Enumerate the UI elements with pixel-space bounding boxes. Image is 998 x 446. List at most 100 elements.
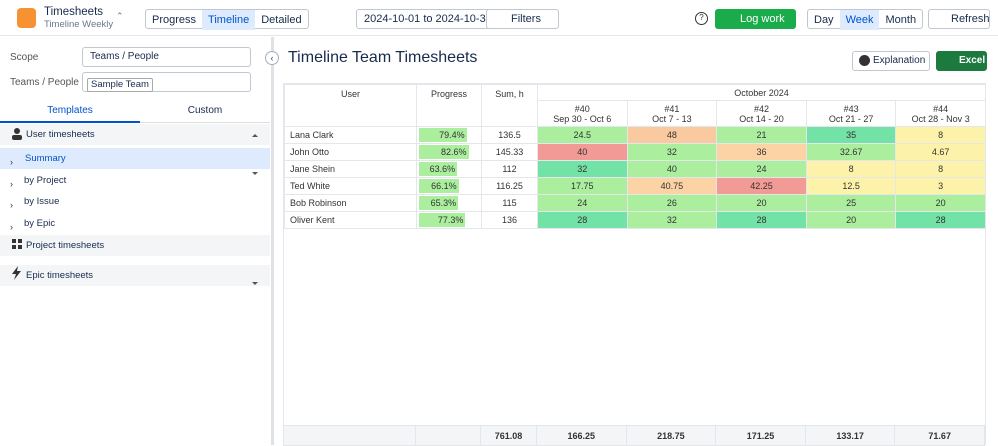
menu-item[interactable]: by Issue xyxy=(24,196,60,207)
group-header[interactable]: Project timesheets xyxy=(0,235,270,256)
menu-item[interactable]: Summary xyxy=(0,148,270,169)
period-tab[interactable]: Week xyxy=(839,10,880,30)
tab[interactable]: Custom xyxy=(140,99,270,123)
svg-text:›: › xyxy=(10,222,13,232)
week-number: #41 xyxy=(664,103,680,114)
progress-cell: 82.6% xyxy=(416,143,482,161)
sum-cell: 136.5 xyxy=(481,126,538,144)
group-header[interactable]: Epic timesheets xyxy=(0,265,270,286)
hours-cell: 40 xyxy=(626,160,718,178)
week-number: #44 xyxy=(933,103,949,114)
date-range[interactable]: 2024-10-01 to 2024-10-31 xyxy=(356,9,500,29)
explanation-button[interactable]: Explanation xyxy=(852,51,930,71)
user-cell: John Otto xyxy=(284,143,417,161)
view-tab[interactable]: Detailed xyxy=(261,14,302,26)
progress-label: 65.3% xyxy=(430,198,457,208)
app-subtitle: Timeline Weekly xyxy=(44,19,114,30)
teams-input[interactable]: Sample Team xyxy=(82,72,251,92)
hours-cell: 26 xyxy=(626,194,718,212)
progress-label: 79.4% xyxy=(439,130,465,140)
hours-cell: 32.67 xyxy=(805,143,897,161)
svg-text:›: › xyxy=(10,157,13,167)
total-empty xyxy=(415,425,481,446)
sidebar-icons: › › › › xyxy=(10,128,258,285)
hours-cell: 40 xyxy=(537,143,628,161)
period-tab[interactable]: Month xyxy=(885,14,917,26)
view-switch: Progress Timeline Detailed xyxy=(145,9,309,30)
month-header: October 2024 xyxy=(537,84,986,101)
progress-label: 77.3% xyxy=(437,215,464,225)
progress-bar: 82.6% xyxy=(419,145,469,159)
total-week: 218.75 xyxy=(625,425,717,446)
collapse-button[interactable]: ‹ xyxy=(265,51,279,65)
view-tab[interactable]: Progress xyxy=(152,14,197,26)
total-week: 133.17 xyxy=(804,425,896,446)
sum-cell: 116.25 xyxy=(481,177,538,195)
week-header: #43 Oct 21 - 27 xyxy=(805,100,897,127)
menu-item[interactable]: by Project xyxy=(24,175,67,186)
user-cell: Ted White xyxy=(284,177,417,195)
hours-cell: 3 xyxy=(895,177,986,195)
log-work-button[interactable]: Log work xyxy=(715,9,796,29)
progress-cell: 77.3% xyxy=(416,211,482,229)
data-row: Ted White 66.1% 116.25 17.75 40.75 42.25 12.5 3 xyxy=(284,177,986,195)
hours-cell: 24.5 xyxy=(537,126,628,144)
week-range: Oct 14 - 20 xyxy=(739,113,784,124)
total-empty xyxy=(283,425,416,446)
hours-cell: 32 xyxy=(626,211,718,229)
switch-caret[interactable]: ⌃ xyxy=(116,11,124,21)
hours-cell: 32 xyxy=(537,160,628,178)
scope-select[interactable]: Teams / People xyxy=(82,47,251,67)
data-row: Oliver Kent 77.3% 136 28 32 28 20 28 xyxy=(284,211,986,229)
table-wrap: User Progress Sum, h October 2024 #40 Sep 30 … xyxy=(283,83,986,446)
timesheet-table: User Progress Sum, h October 2024 #40 Sep 30 … xyxy=(284,84,986,229)
sidebar: Scope Teams / People Teams / People Samp… xyxy=(0,37,271,445)
hours-cell: 42.25 xyxy=(716,177,807,195)
period-tab[interactable]: Day xyxy=(814,14,834,26)
hours-cell: 21 xyxy=(716,126,807,144)
week-number: #40 xyxy=(574,103,590,114)
divider[interactable] xyxy=(271,37,274,445)
hours-cell: 28 xyxy=(716,211,807,229)
group-header[interactable]: User timesheets xyxy=(0,124,270,145)
column-header[interactable]: Progress xyxy=(416,84,482,127)
hours-cell: 28 xyxy=(895,211,986,229)
total-week: 166.25 xyxy=(536,425,627,446)
data-row: Jane Shein 63.6% 112 32 40 24 8 8 xyxy=(284,160,986,178)
team-tag[interactable]: Sample Team xyxy=(87,78,153,92)
sum-cell: 112 xyxy=(481,160,538,178)
data-row: Bob Robinson 65.3% 115 24 26 20 25 20 xyxy=(284,194,986,212)
hours-cell: 20 xyxy=(716,194,807,212)
hours-cell: 35 xyxy=(805,126,897,144)
progress-bar: 65.3% xyxy=(419,196,459,210)
sum-cell: 136 xyxy=(481,211,538,229)
explanation-icon xyxy=(859,55,870,66)
column-header: User xyxy=(284,84,417,127)
view-tab[interactable]: Timeline xyxy=(202,10,256,30)
totals-row: 761.08 166.25 218.75 171.25 133.17 71.67 xyxy=(283,425,985,446)
column-header: Sum, h xyxy=(481,84,538,127)
week-range: Sep 30 - Oct 6 xyxy=(553,113,612,124)
week-number: #42 xyxy=(753,103,769,114)
hours-cell: 48 xyxy=(626,126,718,144)
hours-cell: 12.5 xyxy=(805,177,897,195)
refresh-button[interactable]: Refresh xyxy=(928,9,990,29)
hours-cell: 17.75 xyxy=(537,177,628,195)
tab[interactable]: Templates xyxy=(0,99,140,123)
week-number: #43 xyxy=(843,103,859,114)
excel-button[interactable]: Excel xyxy=(936,51,987,71)
app-title[interactable]: Timesheets xyxy=(44,6,104,18)
progress-label: 82.6% xyxy=(441,147,467,157)
help-icon[interactable]: ? xyxy=(695,12,708,25)
scope-label: Scope xyxy=(10,52,39,63)
totals: 761.08 166.25 218.75 171.25 133.17 71.67 xyxy=(283,425,985,446)
sum-cell: 145.33 xyxy=(481,143,538,161)
hours-cell: 36 xyxy=(716,143,807,161)
progress-bar: 77.3% xyxy=(419,213,466,227)
menu-item[interactable]: by Epic xyxy=(24,218,56,229)
user-cell: Jane Shein xyxy=(284,160,417,178)
filters-button[interactable]: Filters xyxy=(486,9,559,29)
hours-cell: 28 xyxy=(537,211,628,229)
hours-cell: 4.67 xyxy=(895,143,986,161)
